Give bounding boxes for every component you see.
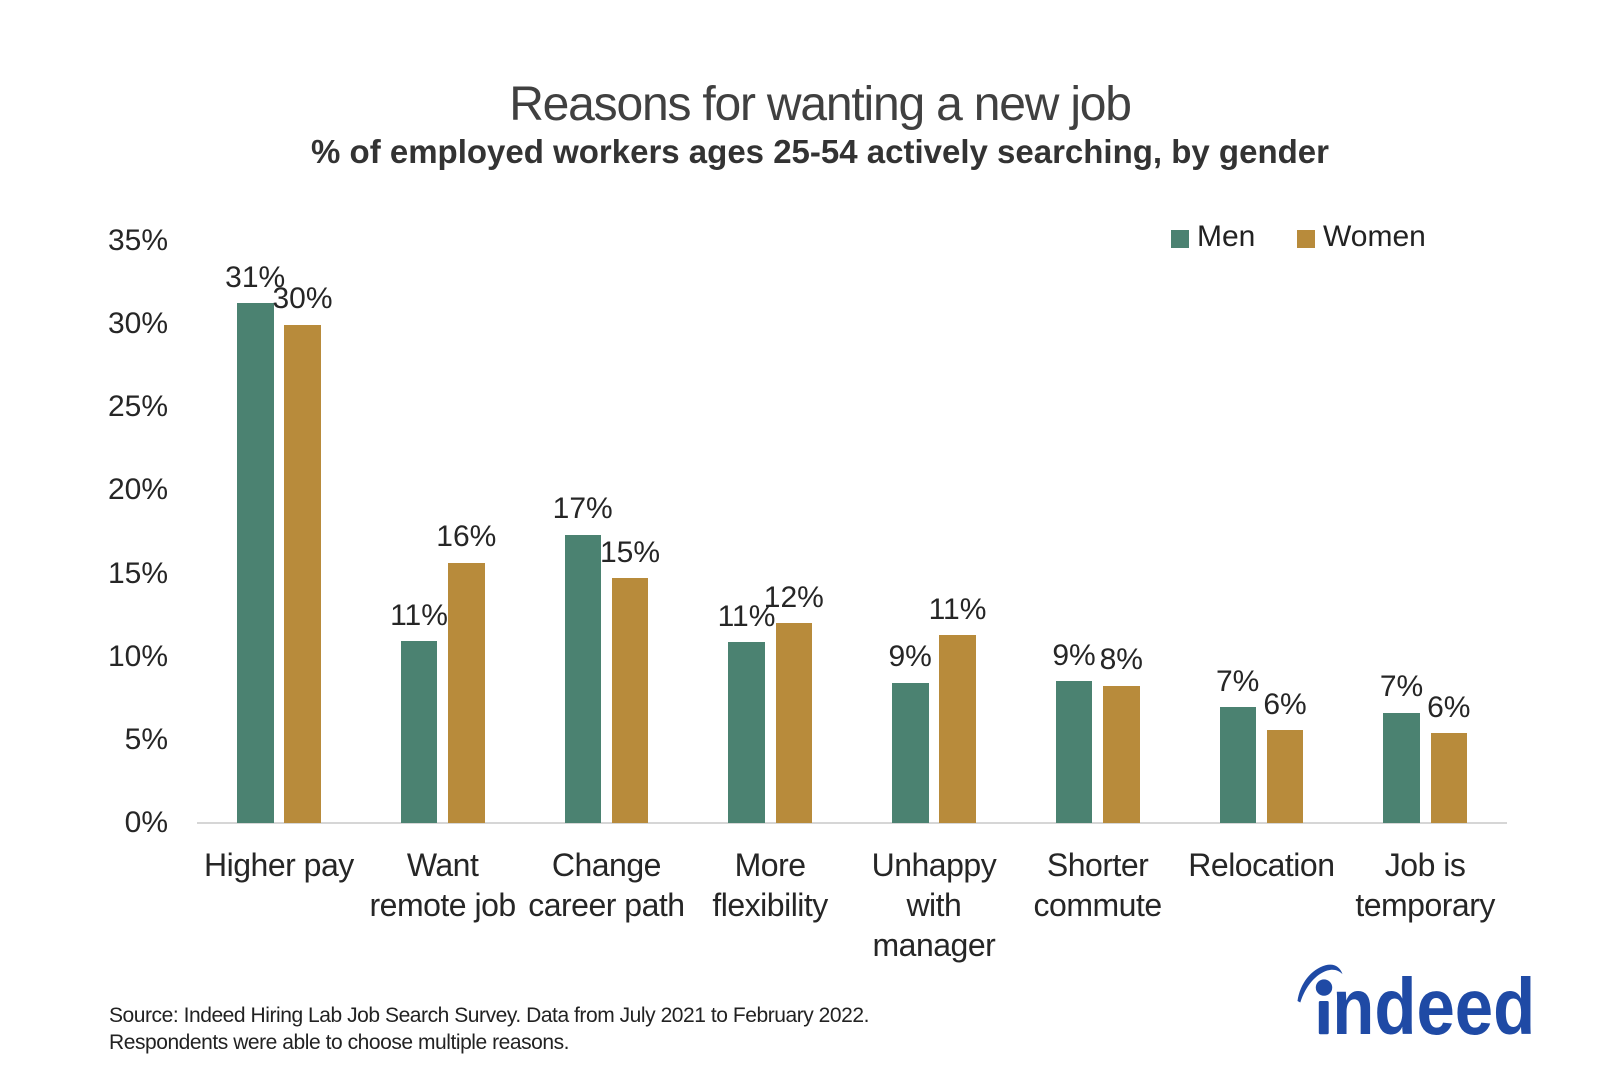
svg-text:ndeed: ndeed <box>1332 961 1535 1043</box>
